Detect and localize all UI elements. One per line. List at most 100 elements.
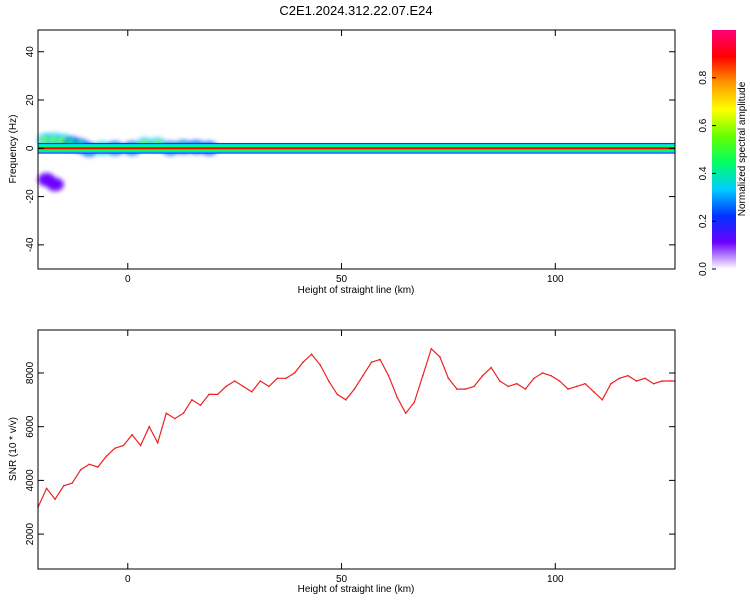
snr-point bbox=[447, 377, 450, 380]
snr-point bbox=[635, 380, 638, 382]
snr-point bbox=[242, 385, 245, 388]
snr-y-axis-label: SNR (10 * v/v) bbox=[8, 417, 19, 481]
snr-point bbox=[533, 377, 535, 380]
snr-line bbox=[37, 347, 675, 508]
snr-point bbox=[413, 401, 416, 404]
snr-point bbox=[567, 388, 569, 390]
snr-point bbox=[319, 364, 321, 366]
snr-point bbox=[165, 412, 168, 415]
snr-point bbox=[558, 380, 561, 382]
snr-point bbox=[439, 356, 441, 358]
spectrogram-frame bbox=[37, 29, 676, 270]
colorbar-tick-label: 0.2 bbox=[698, 214, 709, 228]
snr-point bbox=[601, 399, 604, 401]
y-tick-label: 4000 bbox=[25, 469, 36, 492]
x-tick-label: 0 bbox=[125, 274, 131, 285]
colorbar-ramp bbox=[712, 30, 736, 269]
snr-x-axis-label: Height of straight line (km) bbox=[298, 584, 415, 595]
x-tick-label: 100 bbox=[547, 274, 564, 285]
snr-point bbox=[541, 372, 544, 374]
snr-point bbox=[302, 361, 304, 364]
snr-point bbox=[575, 385, 578, 388]
snr-point bbox=[481, 374, 484, 377]
snr-point bbox=[114, 447, 116, 449]
snr-point bbox=[268, 385, 270, 388]
colorbar: 0.0 0.2 0.4 0.6 0.8 Normalized spectral ampl… bbox=[698, 30, 748, 276]
spectrogram-y-axis-label: Frequency (Hz) bbox=[8, 115, 19, 184]
snr-point bbox=[148, 425, 150, 428]
colorbar-tick-label: 0.4 bbox=[698, 166, 709, 180]
snr-point bbox=[353, 388, 356, 390]
snr-point bbox=[310, 353, 313, 355]
snr-point bbox=[174, 417, 176, 420]
snr-point bbox=[208, 393, 210, 396]
colorbar-tick-label: 0.6 bbox=[698, 118, 709, 132]
snr-point bbox=[370, 361, 373, 364]
y-tick-label: 2000 bbox=[25, 523, 36, 546]
snr-point bbox=[362, 374, 364, 377]
snr-point bbox=[336, 393, 339, 396]
colorbar-tick-label: 0.8 bbox=[698, 70, 709, 84]
snr-point bbox=[233, 380, 236, 382]
snr-point bbox=[293, 372, 296, 374]
snr-point bbox=[490, 366, 492, 369]
y-tick-label: 20 bbox=[25, 94, 36, 106]
spectrogram-marks bbox=[37, 132, 675, 192]
colorbar-tick-label: 0.0 bbox=[698, 262, 709, 276]
snr-point bbox=[276, 377, 279, 380]
snr-point bbox=[182, 412, 185, 415]
y-tick-label: 40 bbox=[25, 46, 36, 58]
snr-point bbox=[216, 393, 219, 396]
snr-point bbox=[62, 484, 65, 487]
snr-point bbox=[464, 388, 467, 390]
snr-point bbox=[225, 385, 227, 388]
snr-point bbox=[610, 382, 612, 385]
snr-point bbox=[550, 374, 552, 377]
colorbar-label: Normalized spectral amplitude bbox=[737, 81, 748, 216]
snr-panel: 0 50 100 2000 4000 6000 8000 Height of straigh… bbox=[8, 329, 676, 595]
snr-point bbox=[345, 399, 347, 401]
snr-point bbox=[327, 380, 330, 382]
snr-point bbox=[430, 347, 433, 350]
snr-marks bbox=[37, 347, 676, 509]
snr-point bbox=[71, 482, 74, 484]
snr-point bbox=[473, 385, 475, 388]
snr-point bbox=[507, 385, 510, 388]
spectrogram-panel: 0 50 100 40 20 0 -20 -40 Height of straight lin… bbox=[8, 29, 676, 296]
band-core bbox=[38, 147, 675, 150]
snr-point bbox=[661, 380, 663, 382]
y-tick-label: 8000 bbox=[25, 361, 36, 384]
y-tick-label: -20 bbox=[25, 189, 36, 204]
snr-point bbox=[285, 377, 287, 380]
snr-point bbox=[259, 380, 262, 382]
x-tick-label: 50 bbox=[336, 274, 348, 285]
x-tick-label: 0 bbox=[125, 574, 131, 585]
snr-point bbox=[644, 377, 646, 380]
spectrogram-axes: 0 50 100 40 20 0 -20 -40 bbox=[25, 30, 675, 285]
snr-point bbox=[404, 412, 407, 415]
snr-point bbox=[652, 382, 655, 385]
y-tick-label: 6000 bbox=[25, 415, 36, 438]
spectral-blob bbox=[49, 180, 62, 189]
y-tick-label: 0 bbox=[25, 145, 36, 151]
snr-point bbox=[421, 374, 424, 377]
snr-background bbox=[38, 330, 675, 569]
snr-point bbox=[379, 358, 381, 361]
x-tick-label: 100 bbox=[547, 574, 564, 585]
x-tick-label: 50 bbox=[336, 574, 348, 585]
snr-point bbox=[618, 377, 621, 380]
snr-point bbox=[250, 390, 253, 393]
spectrogram-x-axis-label: Height of straight line (km) bbox=[298, 285, 415, 296]
snr-point bbox=[396, 396, 398, 398]
snr-point bbox=[584, 382, 587, 385]
snr-point bbox=[139, 444, 142, 447]
snr-point bbox=[669, 380, 672, 382]
snr-point bbox=[79, 468, 82, 471]
snr-point bbox=[516, 382, 518, 385]
snr-point bbox=[627, 374, 629, 377]
snr-point bbox=[156, 441, 159, 444]
snr-axes: 0 50 100 2000 4000 6000 8000 bbox=[25, 330, 675, 585]
snr-point bbox=[387, 374, 390, 377]
snr-point bbox=[191, 399, 193, 401]
